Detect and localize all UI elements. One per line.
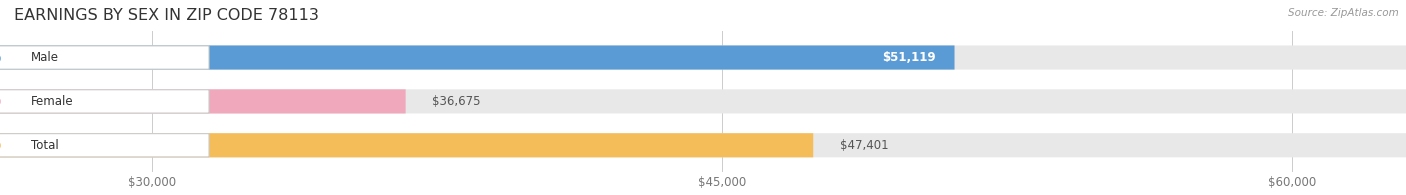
- Text: $51,119: $51,119: [882, 51, 935, 64]
- FancyBboxPatch shape: [0, 89, 406, 113]
- FancyBboxPatch shape: [0, 133, 1406, 157]
- FancyBboxPatch shape: [0, 46, 209, 69]
- FancyBboxPatch shape: [0, 89, 1406, 113]
- Text: Source: ZipAtlas.com: Source: ZipAtlas.com: [1288, 8, 1399, 18]
- Text: $47,401: $47,401: [839, 139, 889, 152]
- Text: $36,675: $36,675: [432, 95, 481, 108]
- Text: EARNINGS BY SEX IN ZIP CODE 78113: EARNINGS BY SEX IN ZIP CODE 78113: [14, 8, 319, 23]
- FancyBboxPatch shape: [0, 133, 813, 157]
- FancyBboxPatch shape: [0, 90, 209, 113]
- FancyBboxPatch shape: [0, 134, 209, 157]
- FancyBboxPatch shape: [0, 45, 955, 70]
- Text: Total: Total: [31, 139, 59, 152]
- FancyBboxPatch shape: [0, 45, 1406, 70]
- Text: Female: Female: [31, 95, 73, 108]
- Text: Male: Male: [31, 51, 59, 64]
